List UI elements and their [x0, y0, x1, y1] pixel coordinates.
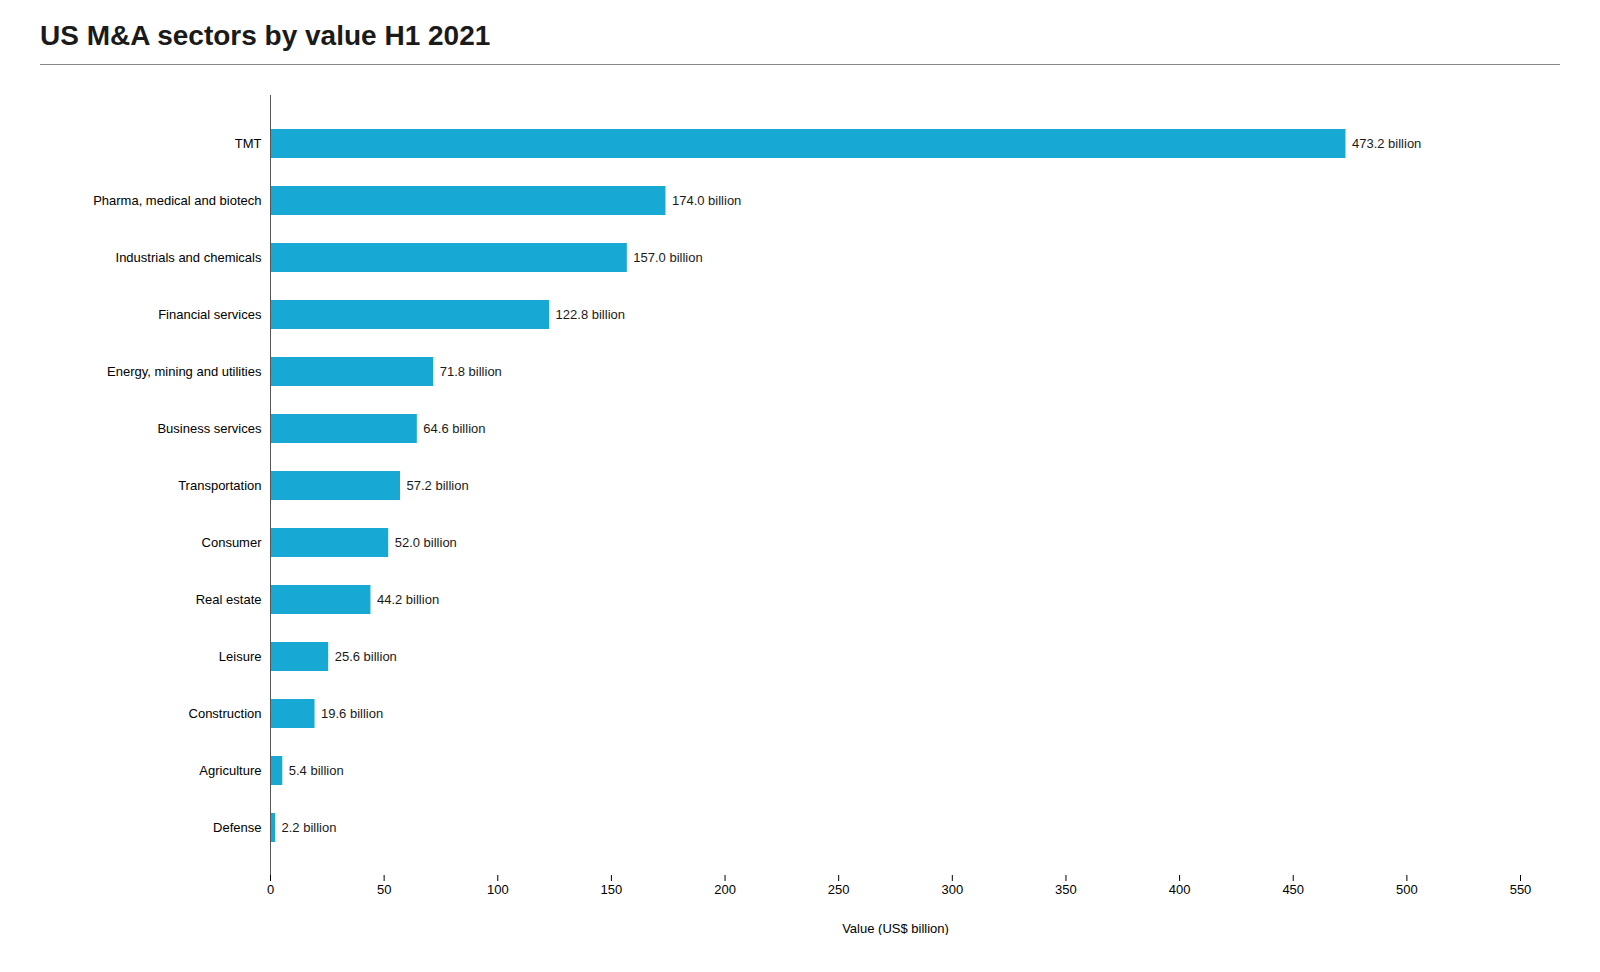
svg-text:Business services: Business services — [157, 421, 262, 436]
svg-text:64.6 billion: 64.6 billion — [423, 421, 485, 436]
svg-text:TMT: TMT — [235, 136, 262, 151]
svg-text:Agriculture: Agriculture — [199, 763, 261, 778]
svg-text:Pharma, medical and biotech: Pharma, medical and biotech — [93, 193, 261, 208]
svg-text:450: 450 — [1282, 882, 1304, 897]
svg-text:150: 150 — [601, 882, 623, 897]
svg-text:400: 400 — [1169, 882, 1191, 897]
svg-text:44.2 billion: 44.2 billion — [377, 592, 439, 607]
svg-text:Transportation: Transportation — [178, 478, 261, 493]
svg-text:Construction: Construction — [189, 706, 262, 721]
svg-text:250: 250 — [828, 882, 850, 897]
svg-text:174.0 billion: 174.0 billion — [672, 193, 741, 208]
svg-text:57.2 billion: 57.2 billion — [407, 478, 469, 493]
svg-text:71.8 billion: 71.8 billion — [440, 364, 502, 379]
svg-text:122.8 billion: 122.8 billion — [556, 307, 625, 322]
svg-text:2.2 billion: 2.2 billion — [282, 820, 337, 835]
svg-text:Defense: Defense — [213, 820, 261, 835]
svg-text:0: 0 — [267, 882, 274, 897]
svg-text:Value (US$ billion): Value (US$ billion) — [842, 921, 949, 936]
svg-text:200: 200 — [714, 882, 736, 897]
svg-text:25.6 billion: 25.6 billion — [335, 649, 397, 664]
svg-text:Leisure: Leisure — [219, 649, 262, 664]
svg-text:350: 350 — [1055, 882, 1077, 897]
svg-text:Energy, mining and utilities: Energy, mining and utilities — [107, 364, 262, 379]
svg-text:500: 500 — [1396, 882, 1418, 897]
svg-text:Real estate: Real estate — [196, 592, 262, 607]
svg-text:300: 300 — [941, 882, 963, 897]
svg-text:157.0 billion: 157.0 billion — [633, 250, 702, 265]
svg-text:5.4 billion: 5.4 billion — [289, 763, 344, 778]
svg-text:Financial services: Financial services — [158, 307, 262, 322]
svg-text:52.0 billion: 52.0 billion — [395, 535, 457, 550]
svg-text:Consumer: Consumer — [202, 535, 263, 550]
svg-text:Industrials and chemicals: Industrials and chemicals — [116, 250, 262, 265]
svg-text:100: 100 — [487, 882, 509, 897]
html-text:US M&A sectors by value H1 202: US M&A sectors by value H1 2021 — [40, 20, 491, 51]
svg-text:19.6 billion: 19.6 billion — [321, 706, 383, 721]
svg-text:50: 50 — [377, 882, 391, 897]
svg-text:550: 550 — [1510, 882, 1532, 897]
svg-text:473.2 billion: 473.2 billion — [1352, 136, 1421, 151]
